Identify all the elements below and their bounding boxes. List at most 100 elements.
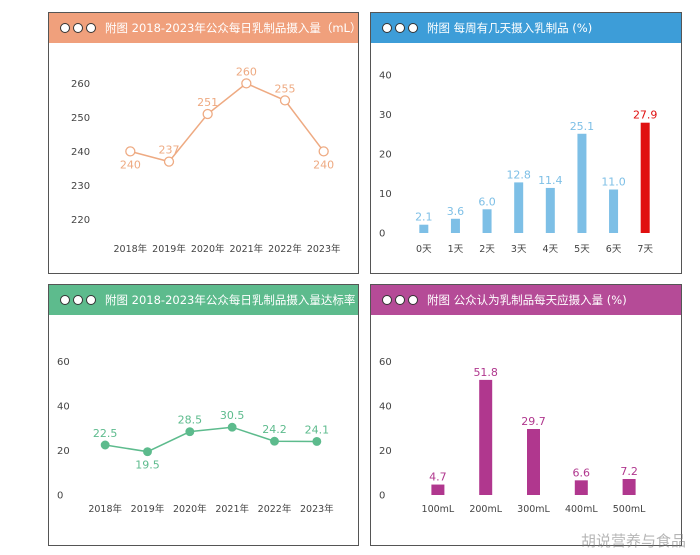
data-point <box>125 146 136 157</box>
data-point <box>163 156 175 167</box>
data-label: 24.1 <box>305 423 330 436</box>
x-tick-label: 100mL <box>422 504 455 515</box>
x-tick-label: 400mL <box>565 504 598 515</box>
x-tick-label: 0天 <box>416 244 432 255</box>
y-tick-label: 20 <box>57 446 70 457</box>
watermark: 胡说营养与食品 <box>580 532 686 550</box>
window-dot-icon <box>60 23 70 33</box>
bar <box>640 122 650 233</box>
data-label: 237 <box>159 144 180 157</box>
bar <box>514 182 524 233</box>
chart-title: 附图 每周有几天摄入乳制品 (%) <box>427 21 593 35</box>
window-dot-icon <box>395 23 405 33</box>
x-tick-label: 500mL <box>613 504 646 515</box>
chart-panel-daily-intake: 附图 2018-2023年公众每日乳制品摄入量（mL） 220 230 240 250… <box>48 12 359 274</box>
window-dot-icon <box>73 23 83 33</box>
y-tick-label: 10 <box>379 189 392 200</box>
x-tick-label: 4天 <box>543 244 559 255</box>
data-point <box>227 422 237 432</box>
x-tick-label: 2019年 <box>152 243 186 255</box>
x-tick-label: 2021年 <box>229 243 263 255</box>
y-tick-label: 240 <box>71 147 90 158</box>
chart-days-per-week-plot: 0 10 20 30 40 0天 1天 2天 3天 4天 5天 6天 7天 2.1 3.6 6.0 12.8 11… <box>379 70 657 255</box>
x-tick-label: 6天 <box>606 244 622 255</box>
data-label: 51.8 <box>473 366 498 379</box>
data-label: 260 <box>236 65 257 78</box>
x-tick-label: 2023年 <box>300 503 334 515</box>
series-line <box>105 426 317 453</box>
chart-panel-compliance-rate: 附图 2018-2023年公众每日乳制品摄入量达标率（%） 0 20 40 60 201… <box>48 284 359 546</box>
y-tick-label: 250 <box>71 113 90 124</box>
y-tick-label: 60 <box>379 357 392 368</box>
y-tick-label: 0 <box>379 491 385 502</box>
data-label: 28.5 <box>178 414 203 427</box>
y-tick-label: 0 <box>57 491 63 502</box>
y-tick-label: 40 <box>379 70 392 81</box>
x-tick-label: 2021年 <box>215 503 249 515</box>
series-line <box>130 82 325 163</box>
x-tick-label: 1天 <box>448 244 464 255</box>
y-tick-label: 60 <box>57 357 70 368</box>
x-tick-label: 2018年 <box>113 243 147 255</box>
x-tick-label: 2天 <box>479 244 495 255</box>
data-label: 11.4 <box>538 174 563 187</box>
x-tick-label: 2022年 <box>268 243 302 255</box>
bar <box>577 133 587 233</box>
data-label: 240 <box>120 158 141 171</box>
x-tick-label: 200mL <box>469 504 502 515</box>
x-tick-label: 2023年 <box>307 243 341 255</box>
data-label: 11.0 <box>601 176 626 189</box>
chart-daily-intake-plot: 220 230 240 250 260 2018年 2019年 2020年 2021年 2022年… <box>71 65 341 255</box>
data-label: 4.7 <box>429 471 447 484</box>
data-point <box>202 108 213 120</box>
bar <box>482 209 492 233</box>
data-label: 255 <box>275 82 296 95</box>
data-point <box>185 427 195 437</box>
data-label: 24.2 <box>262 423 287 436</box>
bar <box>622 479 636 495</box>
window-dots <box>382 23 418 33</box>
data-point <box>270 436 279 446</box>
bar <box>527 429 540 495</box>
bar <box>431 484 445 495</box>
data-point <box>143 447 152 457</box>
x-tick-label: 2019年 <box>131 503 165 515</box>
window-dot-icon <box>86 295 96 305</box>
y-tick-label: 40 <box>379 402 392 413</box>
window-dot-icon <box>73 295 83 305</box>
data-label: 6.6 <box>573 466 591 479</box>
y-tick-label: 30 <box>379 110 392 121</box>
data-label: 2.1 <box>415 211 433 224</box>
data-label: 6.0 <box>478 195 496 208</box>
data-label: 240 <box>313 158 334 171</box>
chart-recommended-amount-plot: 0 20 40 60 100mL 200mL 300mL 400mL 500mL 4.7 51.8 2… <box>379 357 646 515</box>
chart-title: 附图 2018-2023年公众每日乳制品摄入量（mL） <box>105 21 359 35</box>
chart-panel-days-per-week: 附图 每周有几天摄入乳制品 (%) 0 10 20 30 40 0天 1天 2天 3天 4天 5天 6… <box>370 12 682 274</box>
y-tick-label: 0 <box>379 229 385 240</box>
chart-title: 附图 公众认为乳制品每天应摄入量 (%) <box>427 293 627 307</box>
panel-header: 附图 公众认为乳制品每天应摄入量 (%) <box>371 285 681 315</box>
window-dot-icon <box>382 23 392 33</box>
data-label: 25.1 <box>570 120 595 133</box>
y-tick-label: 20 <box>379 149 392 160</box>
y-tick-label: 40 <box>57 402 70 413</box>
y-tick-label: 20 <box>379 446 392 457</box>
x-tick-label: 5天 <box>574 244 590 255</box>
window-dot-icon <box>86 23 96 33</box>
chart-panel-recommended-amount: 附图 公众认为乳制品每天应摄入量 (%) 0 20 40 60 100mL 200mL 30… <box>370 284 682 546</box>
bar <box>609 189 619 233</box>
data-label: 30.5 <box>220 409 245 422</box>
data-point <box>100 440 110 450</box>
bar <box>450 218 460 233</box>
y-tick-label: 230 <box>71 181 90 192</box>
data-point <box>279 95 291 106</box>
window-dot-icon <box>395 295 405 305</box>
x-tick-label: 7天 <box>637 244 653 255</box>
bar <box>479 379 493 495</box>
x-tick-label: 2020年 <box>173 503 207 515</box>
x-tick-label: 2020年 <box>191 243 225 255</box>
y-tick-label: 220 <box>71 215 90 226</box>
window-dots <box>60 295 96 305</box>
window-dots <box>60 23 96 33</box>
window-dot-icon <box>60 295 70 305</box>
